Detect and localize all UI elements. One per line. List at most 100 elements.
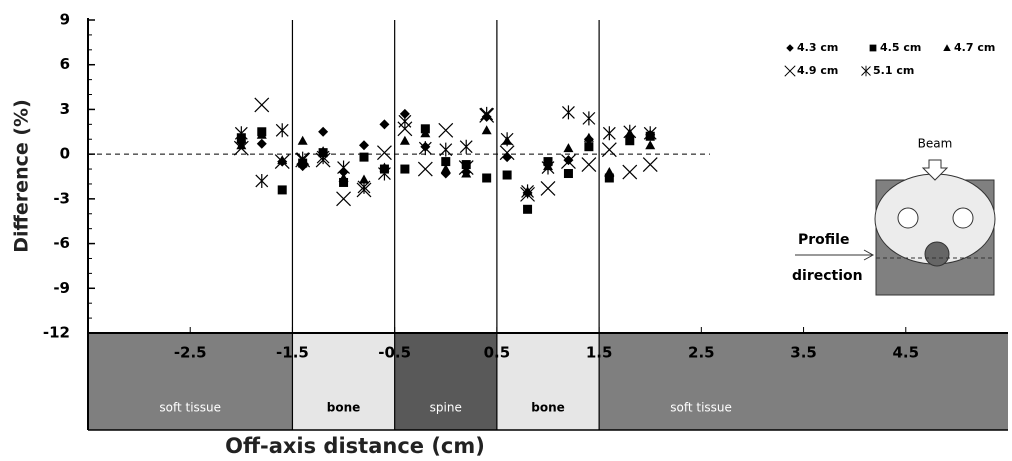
point (400, 164, 410, 174)
point (645, 140, 656, 150)
point (357, 179, 371, 194)
point (604, 173, 614, 183)
point (236, 140, 247, 150)
point (234, 126, 248, 141)
y-tick-label: 0 (60, 145, 70, 163)
legend-marker (784, 65, 796, 77)
beam-label: Beam (918, 137, 953, 151)
point (581, 157, 597, 173)
legend-marker (861, 65, 871, 77)
legend-label: 4.9 cm (797, 64, 838, 77)
inset-spine (924, 241, 950, 267)
point (563, 155, 574, 166)
point (318, 126, 329, 137)
y-tick-label: -6 (53, 234, 70, 252)
point (439, 142, 453, 157)
point (233, 140, 249, 156)
tissue-label: soft tissue (670, 401, 732, 415)
plot: soft tissue bone spine bone soft tissue 9 6 3 0 -… (43, 11, 1008, 431)
tissue-band (394, 333, 497, 430)
point (604, 167, 615, 177)
legend-marker (943, 44, 951, 51)
x-tick-label: -1.5 (276, 344, 309, 362)
tissue-label: soft tissue (159, 401, 221, 415)
point (338, 172, 349, 182)
legend-marker (786, 44, 794, 52)
point (562, 105, 575, 120)
point (275, 123, 289, 138)
point (420, 128, 431, 138)
tissue-band (88, 333, 293, 430)
point (296, 151, 310, 166)
tissue-band (599, 333, 1008, 430)
point (254, 97, 270, 113)
point (601, 142, 617, 158)
point (277, 185, 287, 195)
point (499, 145, 515, 161)
point (602, 126, 616, 141)
point (480, 106, 494, 121)
legend-label: 4.5 cm (880, 41, 921, 54)
point (359, 140, 369, 151)
y-tick-label: 9 (60, 11, 70, 29)
y-tick-label: -12 (43, 324, 70, 342)
legend-label: 4.3 cm (797, 41, 838, 54)
x-axis-label: Off-axis distance (cm) (225, 434, 485, 458)
point (459, 139, 473, 154)
point (563, 169, 573, 179)
y-axis-label: Difference (%) (11, 99, 33, 253)
inset-diagram: Beam Profile direction (792, 137, 996, 296)
profile-arrowhead (863, 249, 875, 261)
profile-label: Profile (798, 232, 849, 248)
point (482, 173, 492, 183)
x-tick-label: 1.5 (586, 344, 613, 362)
x-tick-label: 4.5 (892, 344, 919, 362)
point (563, 143, 574, 153)
point (336, 191, 351, 207)
point (461, 160, 471, 170)
tissue-band (496, 333, 600, 430)
point (502, 170, 512, 180)
point (316, 150, 330, 165)
point (440, 164, 451, 174)
beam-arrow (921, 159, 949, 181)
legend-label: 4.7 cm (954, 41, 995, 54)
point (540, 180, 556, 196)
x-tick-label: 2.5 (688, 344, 715, 362)
tissue-label: spine (430, 401, 462, 415)
inset-lung (952, 207, 974, 229)
point (523, 204, 533, 214)
point (582, 111, 596, 126)
point (584, 142, 594, 152)
point (378, 166, 391, 181)
x-tick-label: -2.5 (174, 344, 207, 362)
point (642, 157, 658, 173)
y-tick-label: 3 (60, 100, 70, 118)
point (255, 173, 269, 188)
point (438, 122, 454, 138)
point (500, 132, 514, 147)
point (481, 125, 492, 135)
point (622, 164, 638, 180)
point (417, 161, 433, 177)
point (441, 157, 451, 167)
point (256, 129, 267, 139)
point (337, 160, 350, 175)
legend-marker (869, 44, 877, 52)
point (377, 145, 392, 161)
point (502, 152, 513, 163)
inset-lung (897, 207, 919, 229)
point (458, 160, 474, 175)
point (359, 174, 369, 184)
point (399, 108, 410, 119)
point (625, 136, 635, 146)
x-tick-label: 0.5 (484, 344, 511, 362)
x-tick-label: -0.5 (378, 344, 411, 362)
legend-label: 5.1 cm (873, 64, 914, 77)
point (643, 126, 657, 141)
point (339, 177, 349, 187)
point (461, 168, 472, 178)
point (256, 138, 267, 149)
point (561, 154, 576, 170)
